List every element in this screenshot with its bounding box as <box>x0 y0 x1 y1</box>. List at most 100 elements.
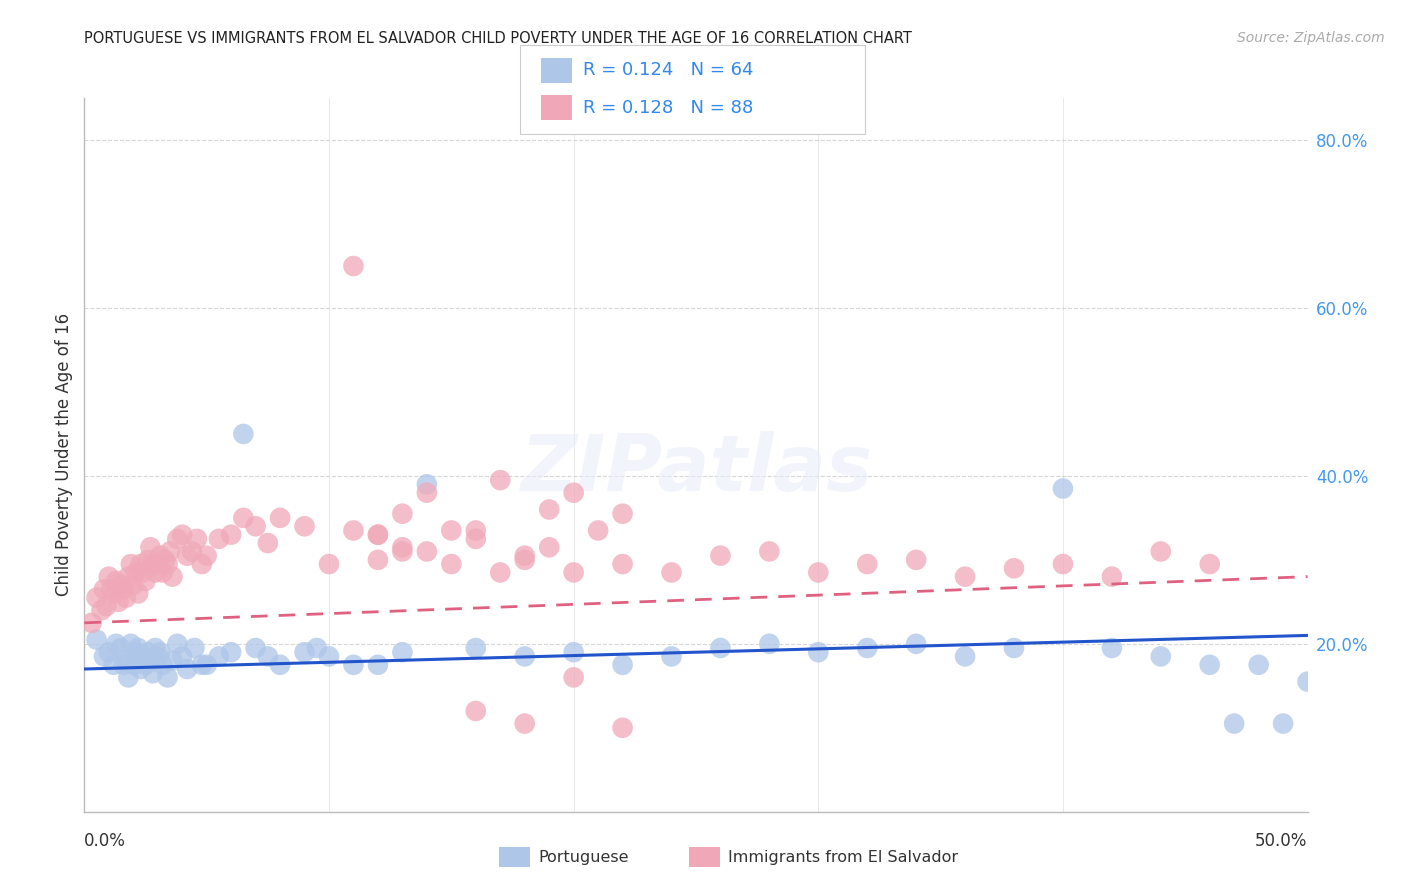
Point <box>115 654 138 668</box>
Point <box>115 591 138 605</box>
Point <box>125 645 148 659</box>
Point <box>146 557 169 571</box>
Point <box>440 557 463 571</box>
Point <box>440 524 463 538</box>
Point <box>758 544 780 558</box>
Point <box>391 544 413 558</box>
Point <box>562 645 585 659</box>
Point <box>125 566 148 580</box>
Point <box>342 657 364 672</box>
Point <box>1296 674 1319 689</box>
Point <box>1101 569 1123 583</box>
Point <box>195 549 218 563</box>
Point <box>97 569 120 583</box>
Point <box>153 553 176 567</box>
Point <box>122 657 145 672</box>
Point <box>139 654 162 668</box>
Point <box>342 259 364 273</box>
Point <box>149 645 172 659</box>
Point <box>1002 640 1025 655</box>
Point <box>464 524 486 538</box>
Point <box>219 527 242 541</box>
Point <box>90 603 112 617</box>
Point <box>107 595 129 609</box>
Point <box>1223 716 1246 731</box>
Point <box>807 566 830 580</box>
Point <box>538 541 561 555</box>
Point <box>127 586 149 600</box>
Point <box>139 541 162 555</box>
Y-axis label: Child Poverty Under the Age of 16: Child Poverty Under the Age of 16 <box>55 313 73 597</box>
Point <box>135 657 157 672</box>
Point <box>183 640 205 655</box>
Point <box>612 557 634 571</box>
Point <box>80 615 103 630</box>
Text: Source: ZipAtlas.com: Source: ZipAtlas.com <box>1237 31 1385 45</box>
Point <box>562 566 585 580</box>
Point <box>208 532 231 546</box>
Point <box>195 657 218 672</box>
Text: Immigrants from El Salvador: Immigrants from El Salvador <box>728 850 959 864</box>
Point <box>191 557 214 571</box>
Point <box>136 645 159 659</box>
Point <box>1002 561 1025 575</box>
Point <box>953 649 976 664</box>
Point <box>342 524 364 538</box>
Point <box>416 477 439 491</box>
Point <box>1101 640 1123 655</box>
Point <box>208 649 231 664</box>
Point <box>807 645 830 659</box>
Point <box>513 716 536 731</box>
Point <box>464 640 486 655</box>
Point <box>93 582 115 597</box>
Point <box>156 557 179 571</box>
Point <box>661 649 683 664</box>
Point <box>156 670 179 684</box>
Point <box>105 574 128 588</box>
Point <box>464 704 486 718</box>
Point <box>93 649 115 664</box>
Point <box>117 670 139 684</box>
Point <box>1150 649 1173 664</box>
Point <box>117 569 139 583</box>
Point <box>142 557 165 571</box>
Point <box>661 566 683 580</box>
Point <box>162 654 184 668</box>
Point <box>219 645 242 659</box>
Point <box>709 549 731 563</box>
Point <box>191 657 214 672</box>
Point <box>562 670 585 684</box>
Point <box>135 574 157 588</box>
Point <box>120 637 142 651</box>
Text: PORTUGUESE VS IMMIGRANTS FROM EL SALVADOR CHILD POVERTY UNDER THE AGE OF 16 CORR: PORTUGUESE VS IMMIGRANTS FROM EL SALVADO… <box>84 31 912 46</box>
Point <box>152 566 174 580</box>
Point <box>489 566 512 580</box>
Point <box>143 640 166 655</box>
Point <box>391 541 413 555</box>
Point <box>612 657 634 672</box>
Point <box>129 662 152 676</box>
Point <box>856 640 879 655</box>
Point <box>181 544 204 558</box>
Point <box>1150 544 1173 558</box>
Point <box>513 553 536 567</box>
Point <box>132 649 155 664</box>
Point <box>391 645 413 659</box>
Point <box>612 507 634 521</box>
Point <box>612 721 634 735</box>
Point <box>562 485 585 500</box>
Point <box>1198 557 1220 571</box>
Point <box>176 549 198 563</box>
Point <box>112 657 135 672</box>
Point <box>245 640 267 655</box>
Point <box>513 649 536 664</box>
Point <box>86 632 108 647</box>
Text: 0.0%: 0.0% <box>84 831 127 849</box>
Point <box>367 553 389 567</box>
Text: R = 0.128   N = 88: R = 0.128 N = 88 <box>583 99 754 117</box>
Point <box>105 637 128 651</box>
Point <box>103 657 125 672</box>
Point <box>367 527 389 541</box>
Point <box>120 557 142 571</box>
Point <box>1247 657 1270 672</box>
